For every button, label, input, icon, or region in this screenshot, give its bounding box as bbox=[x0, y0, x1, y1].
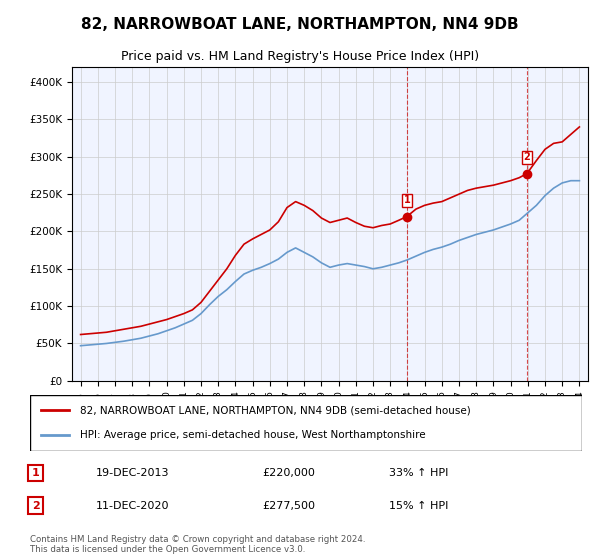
Text: 15% ↑ HPI: 15% ↑ HPI bbox=[389, 501, 448, 511]
Text: Contains HM Land Registry data © Crown copyright and database right 2024.
This d: Contains HM Land Registry data © Crown c… bbox=[30, 535, 365, 554]
Text: 1: 1 bbox=[32, 468, 40, 478]
FancyBboxPatch shape bbox=[30, 395, 582, 451]
Text: Price paid vs. HM Land Registry's House Price Index (HPI): Price paid vs. HM Land Registry's House … bbox=[121, 50, 479, 63]
Text: 11-DEC-2020: 11-DEC-2020 bbox=[96, 501, 170, 511]
Text: 82, NARROWBOAT LANE, NORTHAMPTON, NN4 9DB (semi-detached house): 82, NARROWBOAT LANE, NORTHAMPTON, NN4 9D… bbox=[80, 405, 470, 416]
Text: 1: 1 bbox=[404, 195, 410, 206]
Text: £220,000: £220,000 bbox=[262, 468, 315, 478]
Text: HPI: Average price, semi-detached house, West Northamptonshire: HPI: Average price, semi-detached house,… bbox=[80, 430, 425, 440]
Text: 33% ↑ HPI: 33% ↑ HPI bbox=[389, 468, 448, 478]
Text: 19-DEC-2013: 19-DEC-2013 bbox=[96, 468, 170, 478]
Text: 82, NARROWBOAT LANE, NORTHAMPTON, NN4 9DB: 82, NARROWBOAT LANE, NORTHAMPTON, NN4 9D… bbox=[81, 17, 519, 32]
Text: 2: 2 bbox=[32, 501, 40, 511]
Text: 2: 2 bbox=[524, 152, 530, 162]
Text: £277,500: £277,500 bbox=[262, 501, 315, 511]
